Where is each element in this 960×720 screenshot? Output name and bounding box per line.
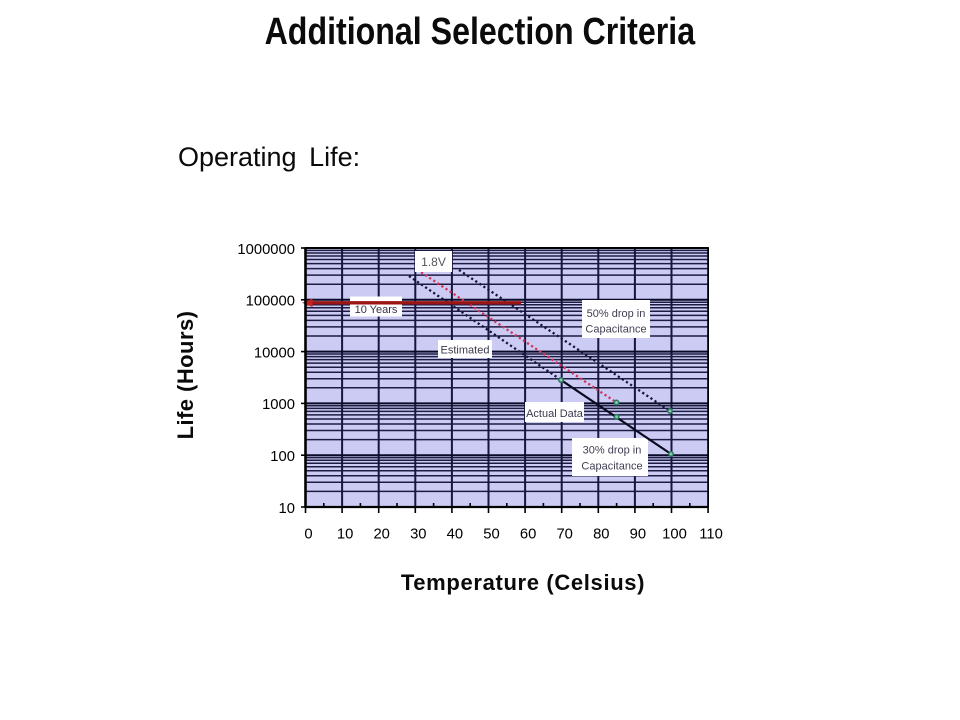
svg-text:90: 90 [630, 527, 646, 543]
svg-text:Actual Data: Actual Data [526, 408, 584, 420]
svg-text:1.8V: 1.8V [421, 255, 446, 269]
svg-text:10: 10 [337, 527, 353, 543]
svg-text:Estimated: Estimated [441, 345, 490, 357]
svg-text:110: 110 [699, 527, 723, 543]
svg-text:100: 100 [270, 449, 295, 465]
svg-text:1000: 1000 [262, 397, 295, 413]
svg-text:100: 100 [662, 527, 687, 543]
svg-text:70: 70 [556, 527, 572, 543]
svg-text:1000000: 1000000 [237, 242, 295, 258]
svg-text:30: 30 [410, 527, 426, 543]
svg-text:40: 40 [447, 527, 463, 543]
svg-text:10 Years: 10 Years [355, 304, 398, 316]
svg-text:10: 10 [279, 501, 295, 517]
svg-text:Capacitance: Capacitance [585, 324, 646, 336]
svg-text:100000: 100000 [246, 294, 295, 310]
svg-text:50: 50 [483, 527, 499, 543]
svg-text:10000: 10000 [254, 345, 295, 361]
svg-text:50% drop in: 50% drop in [587, 308, 646, 320]
svg-text:20: 20 [373, 527, 389, 543]
svg-text:30% drop in: 30% drop in [583, 445, 642, 457]
svg-text:Capacitance: Capacitance [581, 461, 642, 473]
svg-text:60: 60 [520, 527, 536, 543]
svg-text:80: 80 [593, 527, 609, 543]
svg-text:0: 0 [304, 527, 312, 543]
